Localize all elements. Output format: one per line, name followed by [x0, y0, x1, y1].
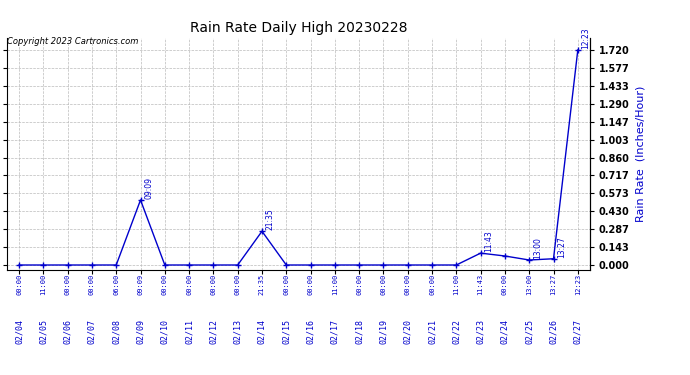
- Text: 11:00: 11:00: [332, 274, 338, 295]
- Text: 00:00: 00:00: [210, 274, 217, 295]
- Text: 00:00: 00:00: [89, 274, 95, 295]
- Text: 00:00: 00:00: [380, 274, 386, 295]
- Text: 02/26: 02/26: [549, 319, 558, 344]
- Text: 02/19: 02/19: [379, 319, 388, 344]
- Text: 21:35: 21:35: [266, 208, 275, 230]
- Text: 02/18: 02/18: [355, 319, 364, 344]
- Text: 02/23: 02/23: [476, 319, 485, 344]
- Text: 11:00: 11:00: [453, 274, 460, 295]
- Text: 11:00: 11:00: [40, 274, 46, 295]
- Text: 02/05: 02/05: [39, 319, 48, 344]
- Text: 00:00: 00:00: [405, 274, 411, 295]
- Text: 02/08: 02/08: [112, 319, 121, 344]
- Text: 13:00: 13:00: [533, 237, 542, 259]
- Text: 12:23: 12:23: [582, 27, 591, 49]
- Text: 02/04: 02/04: [14, 319, 23, 344]
- Text: 02/09: 02/09: [136, 319, 145, 344]
- Text: 12:23: 12:23: [575, 274, 581, 295]
- Text: 02/15: 02/15: [282, 319, 290, 344]
- Text: 02/11: 02/11: [185, 319, 194, 344]
- Text: 11:43: 11:43: [484, 230, 493, 252]
- Text: 02/24: 02/24: [500, 319, 509, 344]
- Text: 00:00: 00:00: [429, 274, 435, 295]
- Text: 02/25: 02/25: [524, 319, 534, 344]
- Text: 06:00: 06:00: [113, 274, 119, 295]
- Text: 00:00: 00:00: [235, 274, 241, 295]
- Text: 02/10: 02/10: [160, 319, 169, 344]
- Text: 02/22: 02/22: [452, 319, 461, 344]
- Text: 02/27: 02/27: [573, 319, 582, 344]
- Text: 00:00: 00:00: [65, 274, 70, 295]
- Text: 00:00: 00:00: [186, 274, 192, 295]
- Text: 02/21: 02/21: [428, 319, 437, 344]
- Text: 02/13: 02/13: [233, 319, 242, 344]
- Text: 02/20: 02/20: [403, 319, 412, 344]
- Text: 21:35: 21:35: [259, 274, 265, 295]
- Text: Copyright 2023 Cartronics.com: Copyright 2023 Cartronics.com: [7, 38, 138, 46]
- Text: 00:00: 00:00: [16, 274, 22, 295]
- Text: 00:00: 00:00: [162, 274, 168, 295]
- Text: 02/12: 02/12: [209, 319, 218, 344]
- Text: 00:00: 00:00: [502, 274, 508, 295]
- Text: 11:43: 11:43: [477, 274, 484, 295]
- Text: 02/06: 02/06: [63, 319, 72, 344]
- Text: 09:09: 09:09: [144, 177, 153, 199]
- Text: 13:27: 13:27: [557, 236, 566, 258]
- Text: 00:00: 00:00: [284, 274, 289, 295]
- Text: 02/16: 02/16: [306, 319, 315, 344]
- Text: 13:00: 13:00: [526, 274, 532, 295]
- Title: Rain Rate Daily High 20230228: Rain Rate Daily High 20230228: [190, 21, 407, 35]
- Text: 02/17: 02/17: [331, 319, 339, 344]
- Text: 00:00: 00:00: [356, 274, 362, 295]
- Text: 09:09: 09:09: [137, 274, 144, 295]
- Y-axis label: Rain Rate  (Inches/Hour): Rain Rate (Inches/Hour): [635, 86, 645, 222]
- Text: 13:27: 13:27: [551, 274, 557, 295]
- Text: 02/07: 02/07: [88, 319, 97, 344]
- Text: 00:00: 00:00: [308, 274, 313, 295]
- Text: 02/14: 02/14: [257, 319, 266, 344]
